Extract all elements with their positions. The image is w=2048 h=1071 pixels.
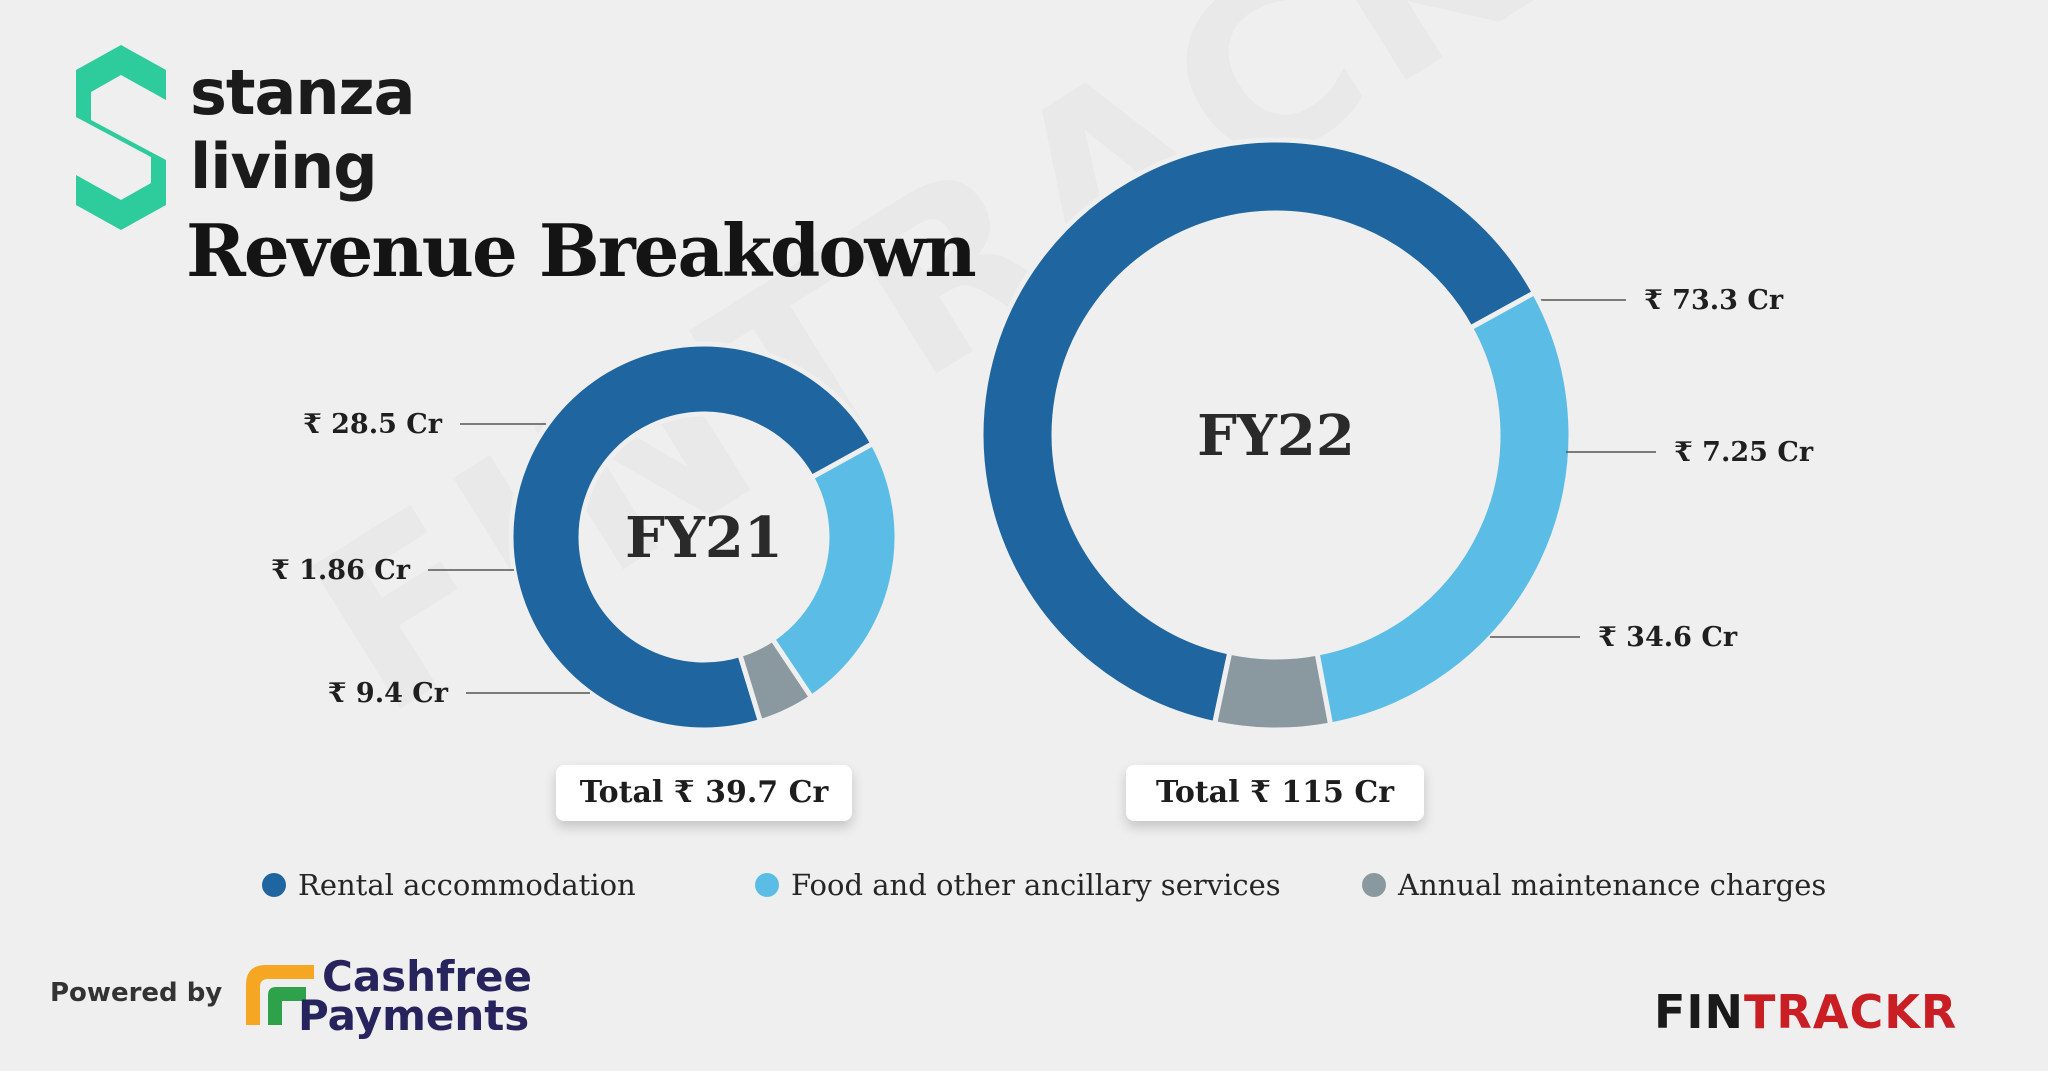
donut-slice-fy22-1 [1314, 289, 1574, 728]
legend-label-rental: Rental accommodation [298, 868, 636, 902]
donut-slice-fy21-0 [508, 341, 877, 733]
brand-name-line2: living [190, 130, 378, 203]
value-label-fy21-2: ₹ 1.86 Cr [271, 555, 411, 586]
legend-swatch-maintenance [1362, 873, 1386, 897]
legend-item-rental: Rental accommodation [262, 868, 636, 902]
value-label-fy21-1: ₹ 9.4 Cr [328, 678, 449, 709]
powered-by-label: Powered by [50, 978, 223, 1008]
cashfree-logo-icon [246, 965, 314, 1025]
total-badge-fy21: Total ₹ 39.7 Cr [556, 765, 852, 821]
brand-name-line1: stanza [190, 56, 415, 129]
value-label-fy22-2: ₹ 7.25 Cr [1674, 437, 1814, 468]
donut-slice-fy22-0 [978, 137, 1538, 727]
legend-item-food: Food and other ancillary services [755, 868, 1281, 902]
legend-label-maintenance: Annual maintenance charges [1398, 868, 1827, 902]
value-label-fy22-0: ₹ 73.3 Cr [1644, 285, 1784, 316]
legend-item-maintenance: Annual maintenance charges [1362, 868, 1826, 902]
center-label-fy21: FY21 [625, 505, 783, 571]
legend-label-food: Food and other ancillary services [791, 868, 1281, 902]
legend-swatch-food [755, 873, 779, 897]
cashfree-name-line2: Payments [298, 991, 530, 1040]
donut-slice-fy22-2 [1211, 649, 1334, 733]
donut-slice-fy21-2 [736, 635, 815, 725]
fintrackr-logo-trackr: TRACKR [1744, 985, 1958, 1039]
stanza-logo-icon [76, 45, 166, 230]
fintrackr-logo-fin: FIN [1654, 985, 1745, 1039]
legend-swatch-rental [262, 873, 286, 897]
total-badge-fy22: Total ₹ 115 Cr [1126, 765, 1424, 821]
fintrackr-logo: FINTRACKR [1654, 985, 1957, 1039]
donut-slice-fy21-1 [769, 440, 900, 701]
page-title: Revenue Breakdown [186, 208, 977, 293]
value-label-fy21-0: ₹ 28.5 Cr [303, 409, 443, 440]
cashfree-name-line1: Cashfree [322, 952, 533, 1001]
value-label-fy22-1: ₹ 34.6 Cr [1598, 622, 1738, 653]
center-label-fy22: FY22 [1197, 403, 1355, 469]
